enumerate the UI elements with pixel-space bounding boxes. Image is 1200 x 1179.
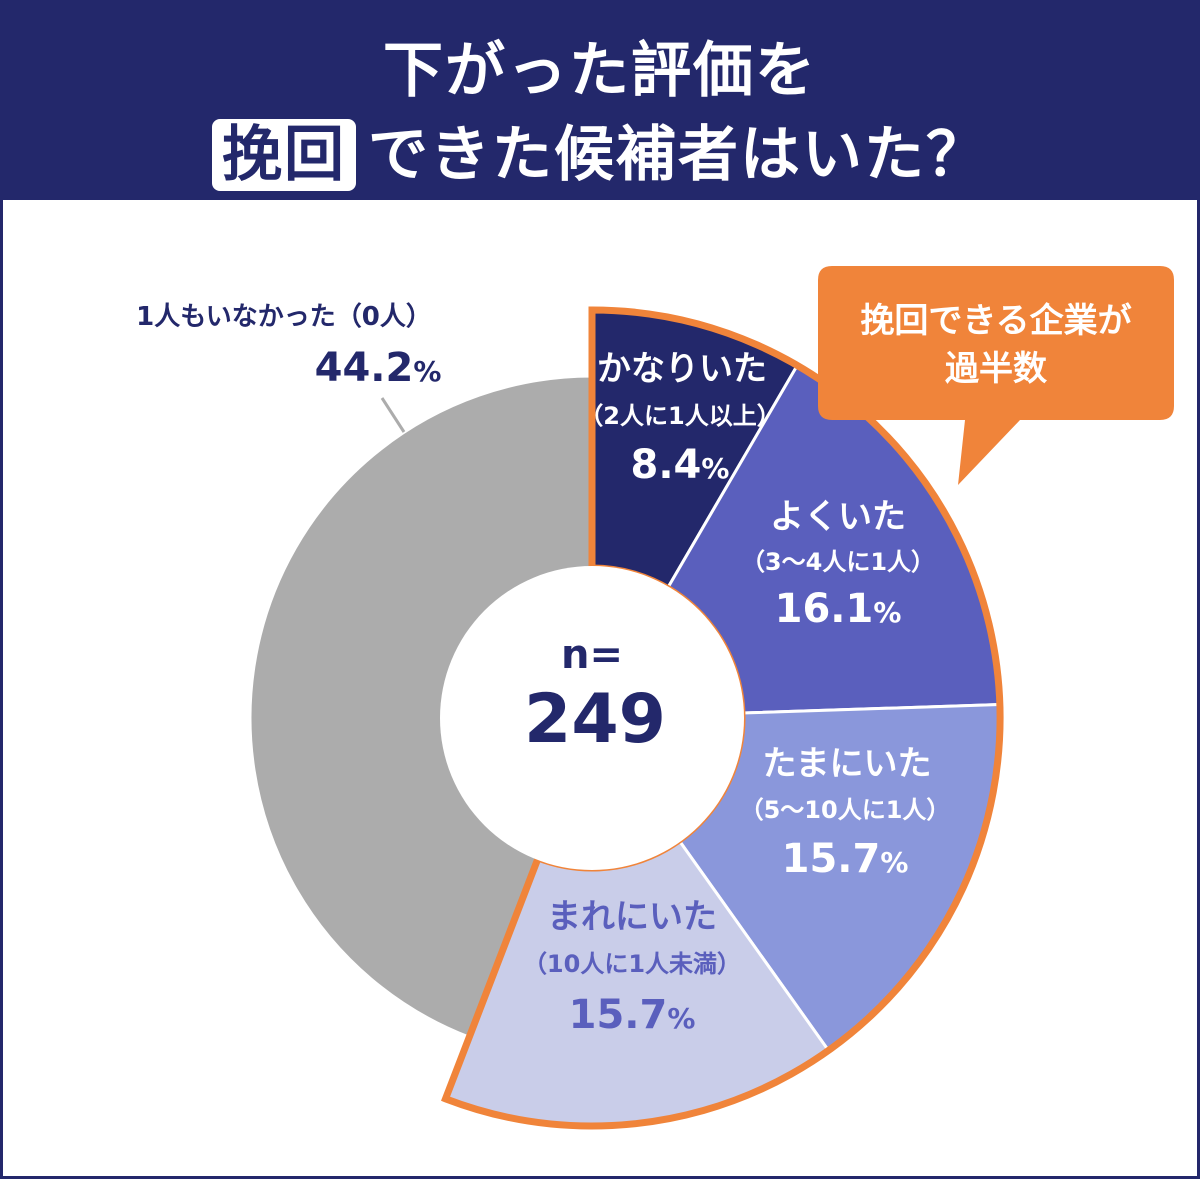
label-kanari: かなりいた （2人に1人以上） 8.4% <box>579 349 780 488</box>
label-tamani: たまにいた （5〜10人に1人） 15.7% <box>740 744 951 882</box>
callout-line-2: 過半数 <box>945 349 1047 389</box>
label-none-pct: 44.2% <box>315 345 442 391</box>
label-tamani-name: たまにいた <box>763 744 932 784</box>
label-kanari-name: かなりいた <box>597 349 767 389</box>
label-yoku-name: よくいた <box>770 497 906 537</box>
title-line-2: 挽回 できた候補者はいた？ <box>0 106 1200 193</box>
label-none-name: 1人もいなかった（0人） <box>136 302 432 332</box>
label-kanari-pct: 8.4% <box>631 442 730 488</box>
title-banner: 下がった評価を 挽回 できた候補者はいた？ <box>0 0 1200 200</box>
gray-leader-line <box>380 397 406 433</box>
label-mare: まれにいた （10人に1人未満） 15.7% <box>523 897 741 1038</box>
title-highlight: 挽回 <box>212 119 356 191</box>
label-yoku-pct: 16.1% <box>775 586 902 632</box>
label-mare-pct: 15.7% <box>569 992 696 1038</box>
label-mare-name: まれにいた <box>547 897 717 937</box>
label-tamani-pct: 15.7% <box>782 836 909 882</box>
label-none: 1人もいなかった（0人） 44.2% <box>136 302 441 391</box>
donut-slices <box>248 308 1002 1128</box>
label-yoku: よくいた （3〜4人に1人） 16.1% <box>741 497 935 632</box>
title-line-1: 下がった評価を <box>383 36 817 106</box>
title-line-2-rest: できた候補者はいた？ <box>368 120 988 190</box>
label-kanari-sub: （2人に1人以上） <box>579 402 780 430</box>
label-tamani-sub: （5〜10人に1人） <box>740 796 951 824</box>
donut-hole <box>440 566 744 870</box>
sample-size-label: n= <box>561 632 623 678</box>
sample-size-value: 249 <box>524 680 666 759</box>
callout-line-1: 挽回できる企業が <box>860 301 1131 341</box>
label-yoku-sub: （3〜4人に1人） <box>741 548 935 576</box>
callout-bubble <box>818 266 1174 485</box>
label-mare-sub: （10人に1人未満） <box>523 950 741 978</box>
